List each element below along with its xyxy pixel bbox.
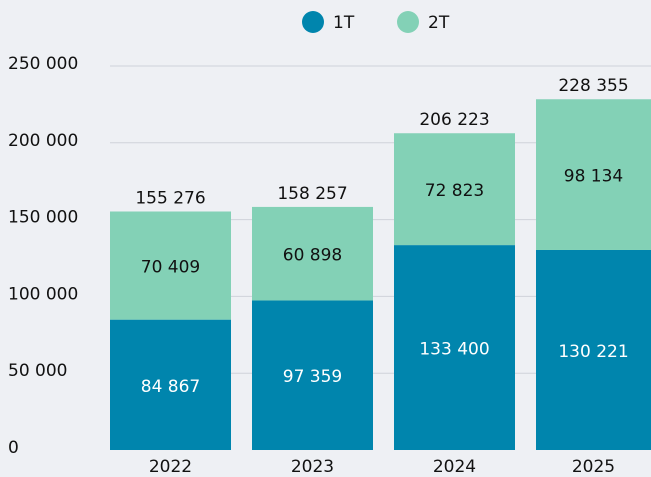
bar-segment xyxy=(110,211,231,320)
y-tick-label: 0 xyxy=(8,438,19,458)
bar-segment xyxy=(536,249,651,450)
value-label: 133 400 xyxy=(419,340,489,360)
legend-swatch xyxy=(302,11,324,33)
y-tick-label: 50 000 xyxy=(8,361,67,381)
x-tick-label: 2022 xyxy=(149,457,192,477)
value-label: 130 221 xyxy=(558,342,628,362)
y-tick-label: 200 000 xyxy=(8,131,78,151)
total-label: 155 276 xyxy=(135,188,205,208)
value-label: 70 409 xyxy=(141,258,200,278)
x-tick-label: 2023 xyxy=(291,457,334,477)
y-tick-label: 150 000 xyxy=(8,208,78,228)
total-label: 158 257 xyxy=(277,184,347,204)
y-tick-label: 250 000 xyxy=(8,54,78,74)
bar-segment xyxy=(252,300,373,450)
bar-segment xyxy=(110,319,231,450)
legend-label: 2T xyxy=(428,13,450,33)
bar-segment xyxy=(394,133,515,246)
total-label: 228 355 xyxy=(558,76,628,96)
value-label: 97 359 xyxy=(283,367,342,387)
total-label: 206 223 xyxy=(419,110,489,130)
x-tick-label: 2025 xyxy=(572,457,615,477)
bar-segment xyxy=(536,99,651,250)
value-label: 60 898 xyxy=(283,246,342,266)
value-label: 98 134 xyxy=(564,167,623,187)
value-label: 84 867 xyxy=(141,377,200,397)
legend-swatch xyxy=(397,11,419,33)
x-tick-label: 2024 xyxy=(433,457,476,477)
bar-segment xyxy=(394,245,515,450)
legend-label: 1T xyxy=(333,13,355,33)
value-label: 72 823 xyxy=(425,181,484,201)
bar-segment xyxy=(252,206,373,301)
y-tick-label: 100 000 xyxy=(8,284,78,304)
